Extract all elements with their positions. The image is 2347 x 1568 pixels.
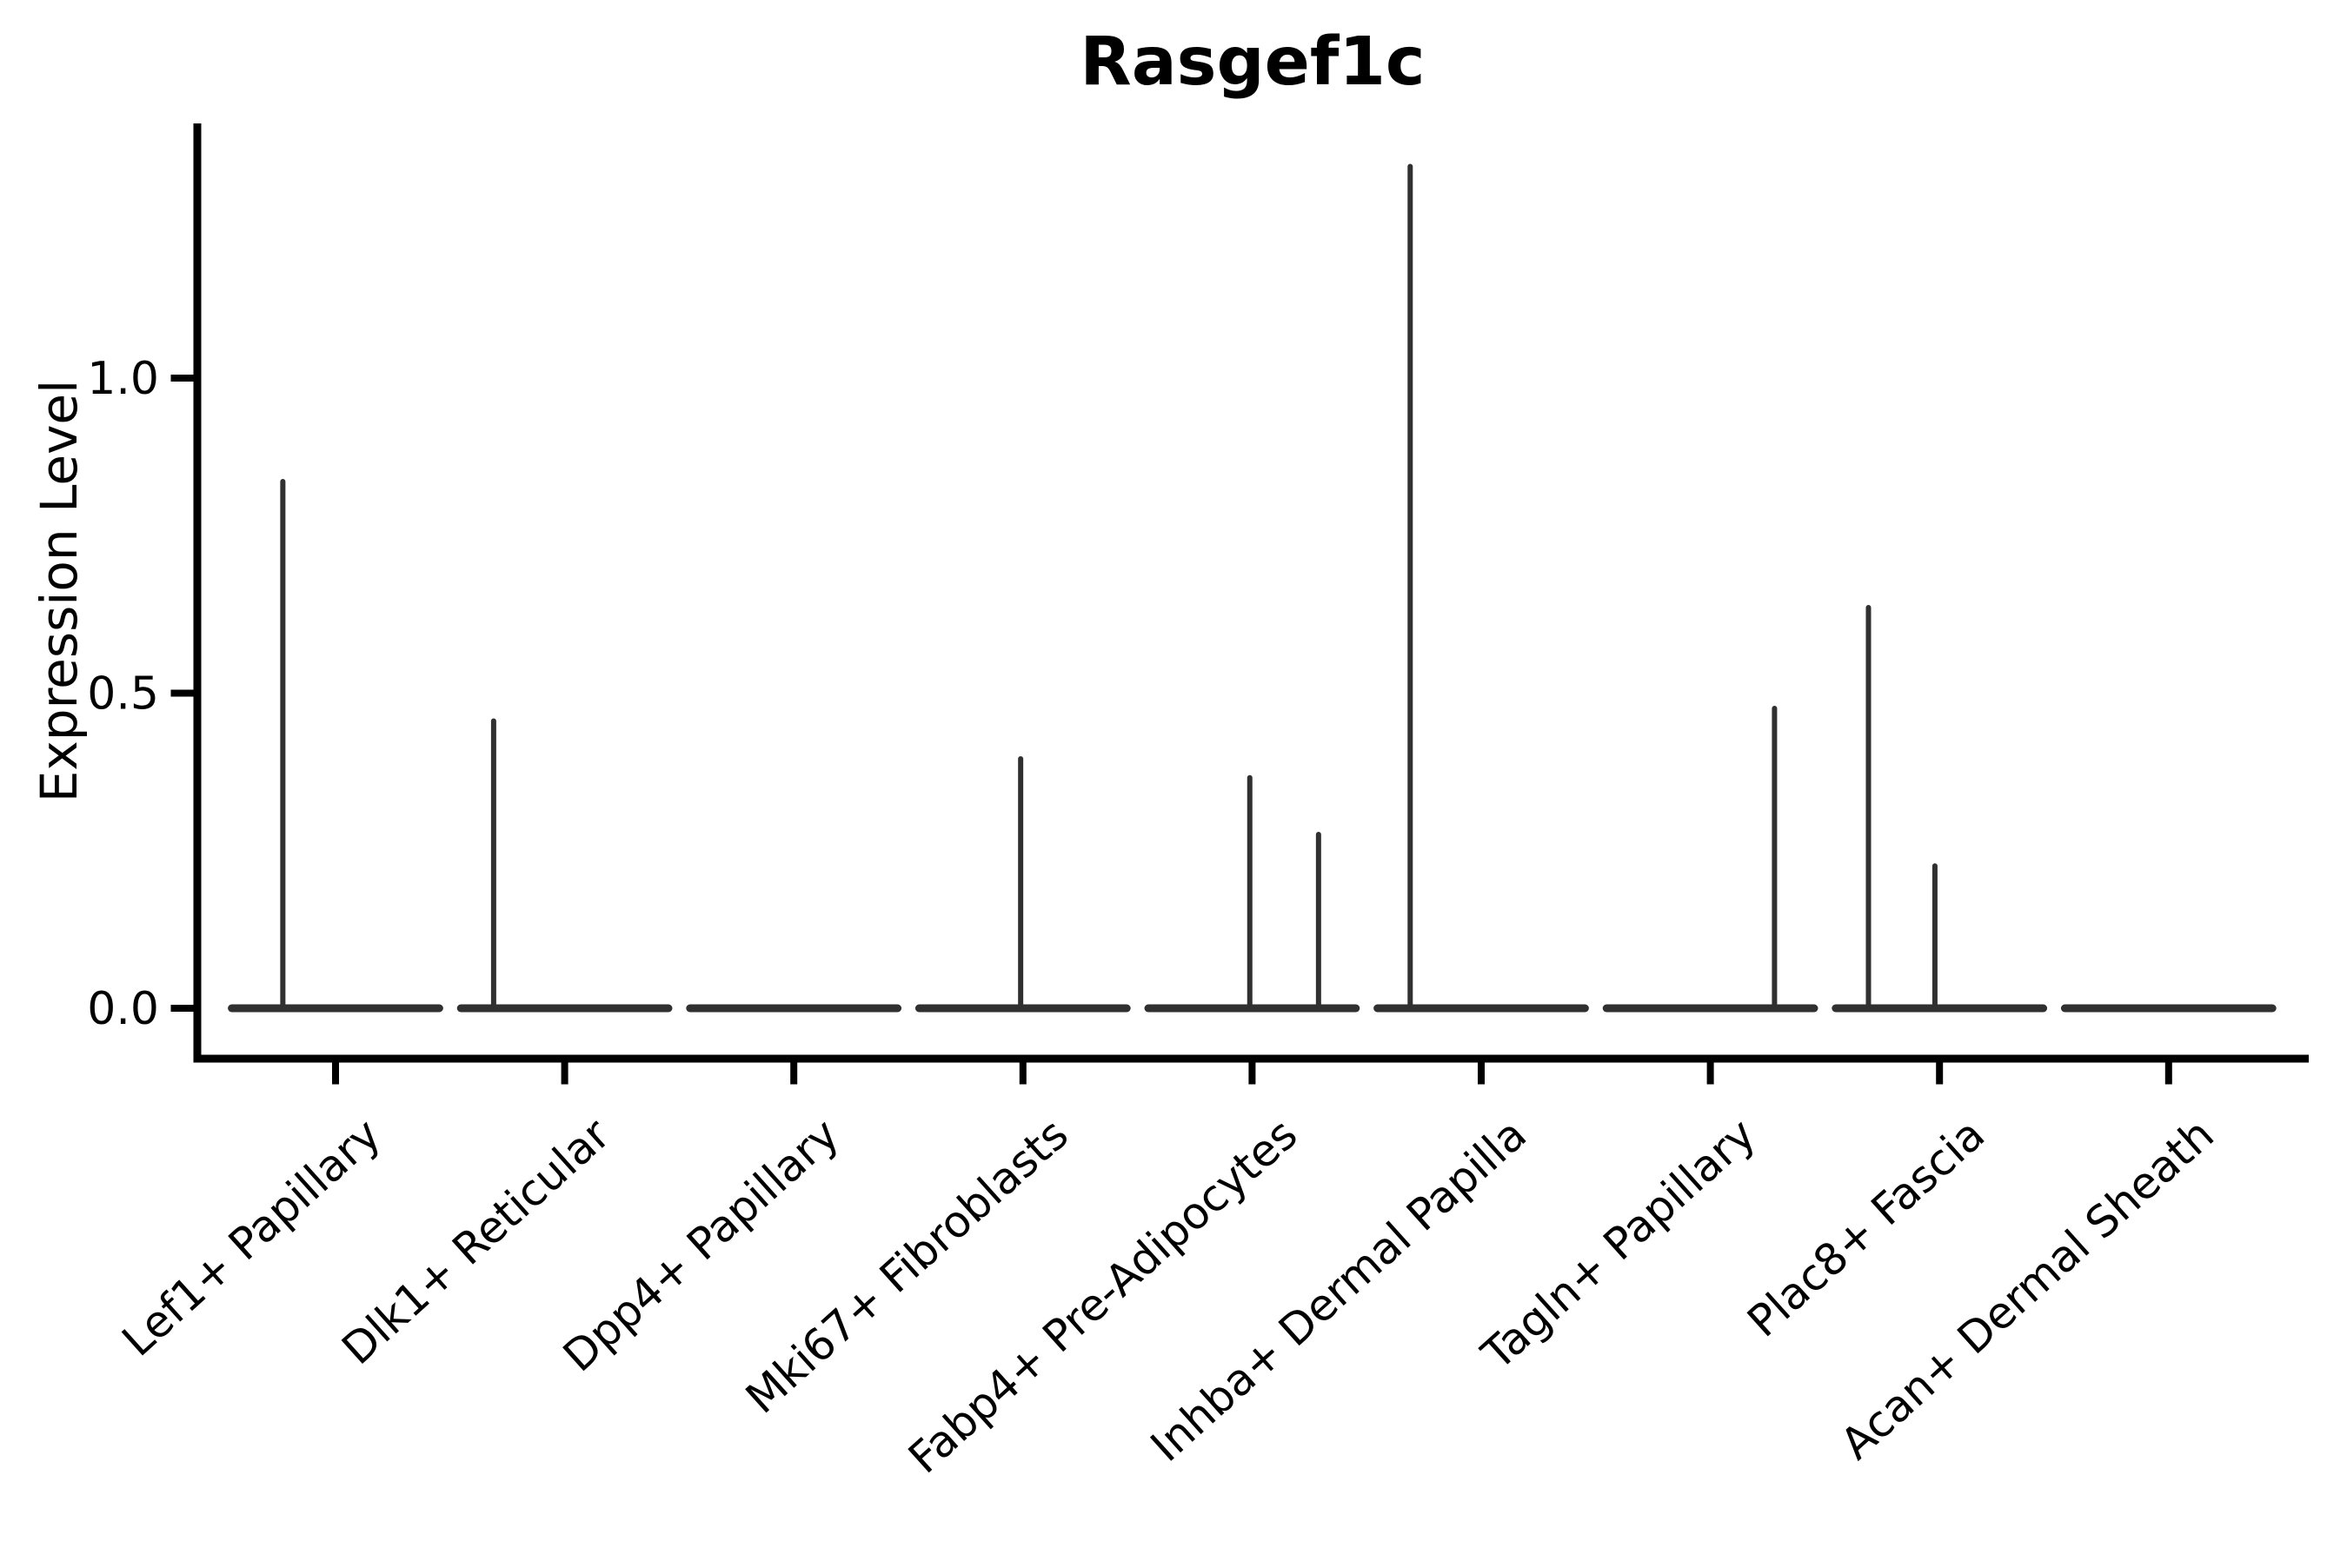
violin-spike: [1247, 774, 1253, 1013]
violin-base: [2060, 1004, 2277, 1013]
y-tick-label: 1.0: [87, 353, 159, 405]
violin-spike: [1931, 863, 1938, 1013]
y-tick: [170, 375, 194, 382]
violin-spike: [1018, 756, 1024, 1013]
violin-base: [1832, 1004, 2048, 1013]
violin-base: [686, 1004, 902, 1013]
violin-base: [1373, 1004, 1589, 1013]
y-tick: [170, 689, 194, 697]
violin-spike: [1865, 605, 1872, 1013]
y-axis-spine: [193, 123, 202, 1063]
axes-spines: [193, 123, 2309, 1063]
x-tick-label: Fabp4+ Pre-Adipocytes: [899, 1109, 1306, 1484]
violin-spike: [490, 718, 496, 1013]
x-tick: [790, 1062, 798, 1085]
violin-base: [228, 1004, 443, 1013]
violin-series: [228, 163, 2277, 1013]
violin-spike: [280, 479, 286, 1013]
x-tick: [1248, 1062, 1256, 1085]
violin-spike: [1315, 832, 1321, 1013]
x-tick: [332, 1062, 339, 1085]
x-tick-label: Plac8+ Fascia: [1738, 1109, 1994, 1347]
chart-title: Rasgef1c: [1080, 23, 1425, 101]
x-tick-label: Acan+ Dermal Sheath: [1831, 1109, 2223, 1470]
y-axis-ticks: 0.0 0.5 1.0: [87, 353, 194, 1035]
violin-spike: [1407, 163, 1413, 1013]
violin-spike: [1772, 706, 1778, 1013]
x-tick: [1478, 1062, 1485, 1085]
violin-base: [1602, 1004, 1818, 1013]
x-tick: [1936, 1062, 1944, 1085]
y-axis-label: Expression Level: [30, 380, 89, 802]
x-tick: [2164, 1062, 2172, 1085]
x-tick: [561, 1062, 568, 1085]
x-axis-ticks: [332, 1062, 2172, 1085]
x-tick: [1706, 1062, 1714, 1085]
y-tick-label: 0.0: [87, 983, 159, 1035]
x-tick-label: Inhba+ Dermal Papilla: [1141, 1109, 1536, 1472]
y-tick-label: 0.5: [87, 668, 159, 721]
x-tick: [1019, 1062, 1027, 1085]
y-tick: [170, 1005, 194, 1012]
violin-base: [456, 1004, 673, 1013]
x-axis-spine: [193, 1054, 2309, 1063]
